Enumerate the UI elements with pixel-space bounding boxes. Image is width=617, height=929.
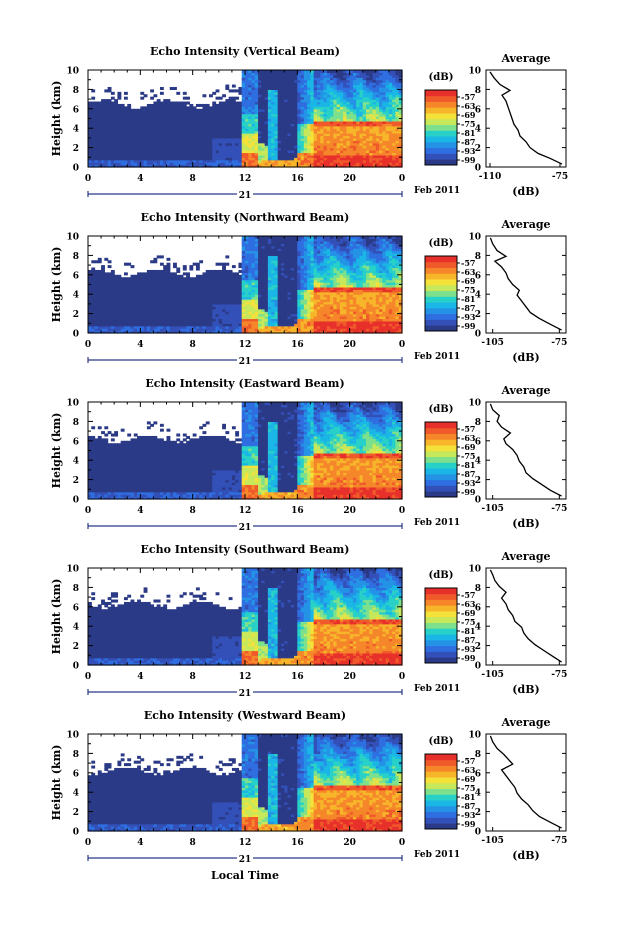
heatmap-cell: [216, 89, 220, 92]
heatmap-cell: [222, 94, 226, 97]
panel-title: Echo Intensity (Northward Beam): [141, 211, 350, 224]
x-tick-label: 16: [291, 174, 304, 184]
x-tick-label: 12: [239, 174, 252, 184]
y-tick-label: 10: [66, 67, 79, 77]
panel-0: Echo Intensity (Vertical Beam)0246810Hei…: [50, 45, 568, 201]
profile-title: Average: [500, 52, 550, 65]
colorbar-swatch: [425, 142, 457, 148]
heatmap-cell: [91, 97, 95, 100]
heatmap-cell: [225, 85, 229, 88]
colorbar-swatch: [425, 130, 457, 136]
day-label: 21: [239, 191, 252, 201]
colorbar-swatch: [425, 107, 457, 113]
profile-x-tick-label: -75: [552, 172, 568, 182]
colorbar-swatch: [425, 102, 457, 108]
heatmap-cell: [160, 87, 164, 90]
x-tick-label: 20: [343, 174, 356, 184]
heatmap-cell: [127, 104, 131, 107]
panel-1: Echo Intensity (Northward Beam)0246810He…: [50, 211, 567, 367]
profile-y-tick-label: 8: [475, 86, 481, 96]
heatmap-cell: [232, 85, 236, 88]
heatmap-cell: [144, 94, 148, 97]
heatmap-cell: [186, 97, 190, 100]
heatmap-cell: [124, 92, 128, 95]
colorbar-swatch: [425, 159, 457, 165]
colorbar-swatch: [425, 96, 457, 102]
panel-title: Echo Intensity (Vertical Beam): [150, 45, 340, 58]
x-tick-label: 8: [190, 174, 196, 184]
heatmap-cell: [235, 97, 239, 100]
y-tick-label: 2: [73, 144, 79, 154]
profile-y-tick-label: 10: [468, 67, 481, 77]
heatmap-cell: [173, 87, 177, 90]
x-tick-label: 4: [137, 174, 143, 184]
y-tick-label: 0: [73, 164, 79, 174]
x-tick-label: 0: [399, 174, 405, 184]
heatmap-cell: [117, 92, 121, 95]
colorbar-swatch: [425, 90, 457, 96]
profile-y-tick-label: 2: [475, 144, 481, 154]
colorbar-unit: (dB): [429, 72, 454, 83]
heatmap-cell: [153, 94, 157, 97]
colorbar-tick-label: -99: [461, 155, 476, 165]
heatmap-cell: [183, 92, 187, 95]
echo-intensity-figure: Echo Intensity (Vertical Beam)0246810Hei…: [0, 0, 617, 929]
profile-x-label: (dB): [512, 185, 539, 198]
heatmap-cells: [88, 70, 403, 168]
heatmap-cell: [150, 89, 154, 92]
colorbar-swatch: [425, 125, 457, 131]
y-tick-label: 6: [73, 105, 79, 115]
heatmap-cell: [160, 92, 164, 95]
profile-frame: [486, 70, 566, 167]
colorbar-swatch: [425, 113, 457, 119]
y-tick-label: 4: [73, 125, 79, 135]
heatmap-cell: [111, 92, 115, 95]
date-label: Feb 2011: [414, 186, 460, 196]
colorbar-swatch: [425, 119, 457, 125]
heatmap-cell: [108, 87, 112, 90]
colorbar-swatch: [425, 153, 457, 159]
profile-y-tick-label: 4: [475, 125, 481, 135]
profile-y-tick-label: 6: [475, 105, 481, 115]
heatmap-cell: [124, 97, 128, 100]
colorbar-swatch: [425, 148, 457, 154]
heatmap-cell: [176, 92, 180, 95]
y-tick-label: 8: [73, 86, 79, 96]
x-tick-label: 0: [85, 174, 91, 184]
profile-x-tick-label: -110: [479, 172, 502, 182]
y-axis-label: Height (km): [50, 81, 63, 157]
heatmap-cells: [88, 236, 403, 334]
heatmap-cell: [202, 94, 206, 97]
colorbar-swatch: [425, 136, 457, 142]
